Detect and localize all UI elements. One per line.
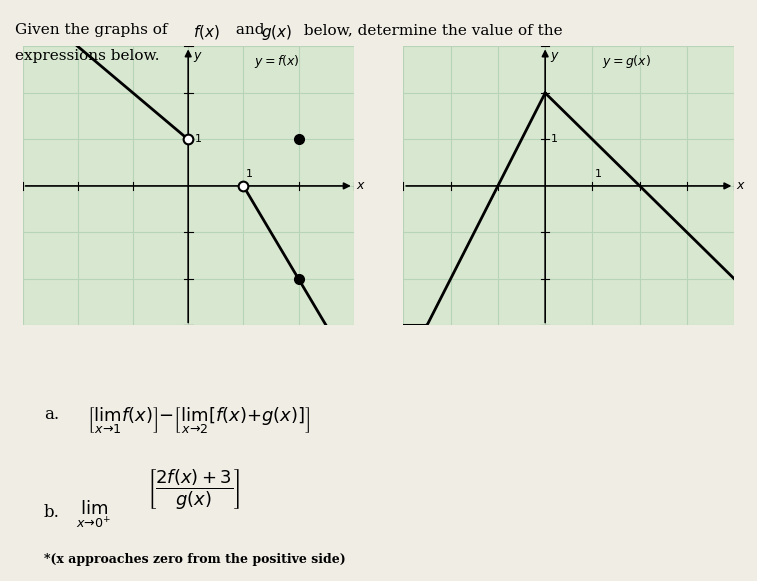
Text: Given the graphs of: Given the graphs of [15, 23, 173, 37]
Text: 1: 1 [551, 134, 558, 145]
Text: x: x [357, 180, 364, 192]
Text: $\left[\dfrac{2f(x) + 3}{g(x)}\right]$: $\left[\dfrac{2f(x) + 3}{g(x)}\right]$ [147, 467, 240, 511]
Text: 1: 1 [246, 169, 253, 179]
Text: below, determine the value of the: below, determine the value of the [299, 23, 562, 37]
Text: expressions below.: expressions below. [15, 49, 160, 63]
Text: $y = f(x)$: $y = f(x)$ [254, 53, 300, 70]
Text: *(x approaches zero from the positive side): *(x approaches zero from the positive si… [44, 553, 346, 566]
Text: $y = g(x)$: $y = g(x)$ [602, 53, 651, 70]
Text: and: and [231, 23, 269, 37]
Text: $g(x)$: $g(x)$ [261, 23, 292, 42]
Text: a.: a. [44, 406, 59, 423]
Text: x: x [737, 180, 744, 192]
Text: $f(x)$: $f(x)$ [193, 23, 220, 41]
Text: b.: b. [44, 504, 60, 521]
Text: $\left[\lim_{x \to 1} f(x)\right] - \left[\lim_{x \to 2} [f(x) + g(x)]\right]$: $\left[\lim_{x \to 1} f(x)\right] - \lef… [87, 406, 310, 436]
Text: 1: 1 [595, 169, 602, 179]
Text: y: y [550, 49, 557, 62]
Text: 1: 1 [195, 134, 202, 145]
Text: $\lim_{x \to 0^+}$: $\lim_{x \to 0^+}$ [76, 498, 111, 530]
Text: y: y [194, 49, 201, 62]
